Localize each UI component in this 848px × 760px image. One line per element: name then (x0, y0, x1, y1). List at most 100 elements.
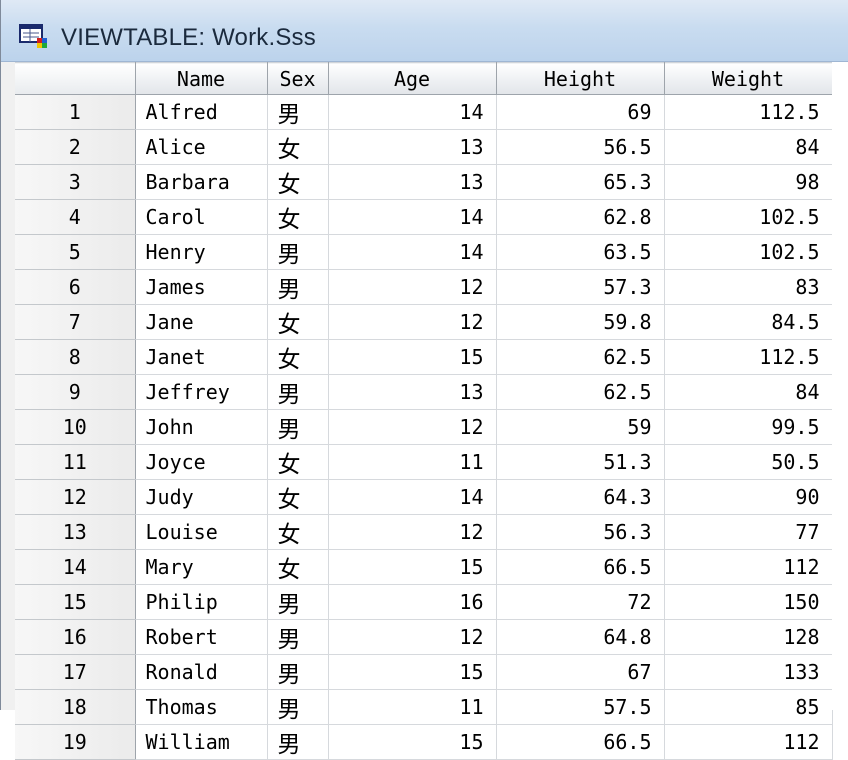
height-cell[interactable]: 59.8 (496, 304, 665, 340)
table-row[interactable]: 1 Alfred 男 14 69 112.5 (15, 94, 833, 130)
sex-cell[interactable]: 男 (267, 409, 329, 445)
name-cell[interactable]: Carol (135, 199, 268, 235)
weight-cell[interactable]: 90 (664, 479, 833, 515)
weight-cell[interactable]: 98 (664, 164, 833, 200)
height-cell[interactable]: 63.5 (496, 234, 665, 270)
row-number-cell[interactable]: 10 (15, 409, 136, 445)
row-number-cell[interactable]: 7 (15, 304, 136, 340)
table-row[interactable]: 10 John 男 12 59 99.5 (15, 409, 833, 445)
height-cell[interactable]: 62.5 (496, 339, 665, 375)
name-cell[interactable]: Janet (135, 339, 268, 375)
table-row[interactable]: 16 Robert 男 12 64.8 128 (15, 619, 833, 655)
height-cell[interactable]: 64.8 (496, 619, 665, 655)
sex-cell[interactable]: 女 (267, 304, 329, 340)
name-cell[interactable]: Philip (135, 584, 268, 620)
age-cell[interactable]: 13 (328, 164, 497, 200)
name-cell[interactable]: Ronald (135, 654, 268, 690)
row-number-cell[interactable]: 2 (15, 129, 136, 165)
table-row[interactable]: 3 Barbara 女 13 65.3 98 (15, 164, 833, 200)
weight-cell[interactable]: 112 (664, 549, 833, 585)
row-number-cell[interactable]: 15 (15, 584, 136, 620)
sex-cell[interactable]: 男 (267, 269, 329, 305)
row-number-cell[interactable]: 3 (15, 164, 136, 200)
height-cell[interactable]: 69 (496, 94, 665, 130)
age-cell[interactable]: 12 (328, 619, 497, 655)
weight-cell[interactable]: 84.5 (664, 304, 833, 340)
row-number-cell[interactable]: 1 (15, 94, 136, 130)
row-number-cell[interactable]: 5 (15, 234, 136, 270)
weight-cell[interactable]: 84 (664, 129, 833, 165)
row-number-cell[interactable]: 17 (15, 654, 136, 690)
sex-cell[interactable]: 男 (267, 94, 329, 130)
sex-cell[interactable]: 女 (267, 164, 329, 200)
row-number-cell[interactable]: 9 (15, 374, 136, 410)
weight-cell[interactable]: 77 (664, 514, 833, 550)
viewtable-app-icon[interactable] (19, 24, 49, 50)
weight-cell[interactable]: 150 (664, 584, 833, 620)
sex-cell[interactable]: 女 (267, 444, 329, 480)
sex-cell[interactable]: 男 (267, 654, 329, 690)
table-row[interactable]: 4 Carol 女 14 62.8 102.5 (15, 199, 833, 235)
sex-cell[interactable]: 男 (267, 619, 329, 655)
title-bar[interactable]: VIEWTABLE: Work.Sss (1, 0, 848, 62)
sex-cell[interactable]: 男 (267, 234, 329, 270)
height-cell[interactable]: 66.5 (496, 549, 665, 585)
row-number-cell[interactable]: 18 (15, 689, 136, 725)
sex-cell[interactable]: 男 (267, 689, 329, 725)
name-cell[interactable]: Jane (135, 304, 268, 340)
name-cell[interactable]: Barbara (135, 164, 268, 200)
column-header-sex[interactable]: Sex (267, 62, 329, 95)
age-cell[interactable]: 15 (328, 654, 497, 690)
column-header-name[interactable]: Name (135, 62, 268, 95)
name-cell[interactable]: James (135, 269, 268, 305)
table-row[interactable]: 13 Louise 女 12 56.3 77 (15, 514, 833, 550)
age-cell[interactable]: 14 (328, 94, 497, 130)
age-cell[interactable]: 12 (328, 409, 497, 445)
age-cell[interactable]: 15 (328, 549, 497, 585)
height-cell[interactable]: 57.5 (496, 689, 665, 725)
row-number-cell[interactable]: 12 (15, 479, 136, 515)
height-cell[interactable]: 72 (496, 584, 665, 620)
weight-cell[interactable]: 112.5 (664, 94, 833, 130)
row-number-cell[interactable]: 8 (15, 339, 136, 375)
age-cell[interactable]: 12 (328, 269, 497, 305)
name-cell[interactable]: Alfred (135, 94, 268, 130)
column-header-height[interactable]: Height (496, 62, 665, 95)
table-row[interactable]: 19 William 男 15 66.5 112 (15, 724, 833, 760)
name-cell[interactable]: Jeffrey (135, 374, 268, 410)
sex-cell[interactable]: 女 (267, 129, 329, 165)
sex-cell[interactable]: 男 (267, 374, 329, 410)
column-header-weight[interactable]: Weight (664, 62, 833, 95)
name-cell[interactable]: Thomas (135, 689, 268, 725)
name-cell[interactable]: John (135, 409, 268, 445)
height-cell[interactable]: 66.5 (496, 724, 665, 760)
height-cell[interactable]: 67 (496, 654, 665, 690)
age-cell[interactable]: 12 (328, 514, 497, 550)
age-cell[interactable]: 11 (328, 689, 497, 725)
weight-cell[interactable]: 50.5 (664, 444, 833, 480)
row-number-cell[interactable]: 13 (15, 514, 136, 550)
height-cell[interactable]: 62.5 (496, 374, 665, 410)
row-number-cell[interactable]: 11 (15, 444, 136, 480)
sex-cell[interactable]: 男 (267, 584, 329, 620)
weight-cell[interactable]: 102.5 (664, 199, 833, 235)
height-cell[interactable]: 65.3 (496, 164, 665, 200)
age-cell[interactable]: 15 (328, 724, 497, 760)
age-cell[interactable]: 14 (328, 199, 497, 235)
weight-cell[interactable]: 84 (664, 374, 833, 410)
height-cell[interactable]: 64.3 (496, 479, 665, 515)
table-row[interactable]: 15 Philip 男 16 72 150 (15, 584, 833, 620)
height-cell[interactable]: 57.3 (496, 269, 665, 305)
weight-cell[interactable]: 85 (664, 689, 833, 725)
corner-cell[interactable] (15, 62, 136, 95)
sex-cell[interactable]: 女 (267, 479, 329, 515)
table-row[interactable]: 12 Judy 女 14 64.3 90 (15, 479, 833, 515)
height-cell[interactable]: 62.8 (496, 199, 665, 235)
age-cell[interactable]: 13 (328, 129, 497, 165)
weight-cell[interactable]: 133 (664, 654, 833, 690)
name-cell[interactable]: Judy (135, 479, 268, 515)
name-cell[interactable]: Louise (135, 514, 268, 550)
name-cell[interactable]: Mary (135, 549, 268, 585)
name-cell[interactable]: Alice (135, 129, 268, 165)
height-cell[interactable]: 56.3 (496, 514, 665, 550)
